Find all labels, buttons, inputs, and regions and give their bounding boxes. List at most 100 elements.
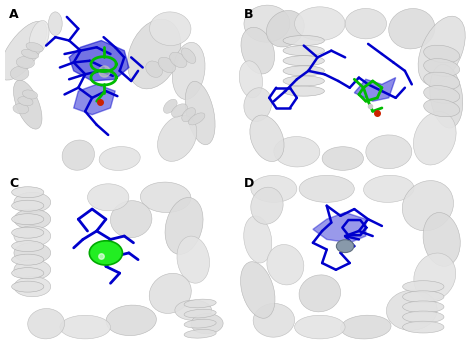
Ellipse shape xyxy=(386,290,437,330)
Ellipse shape xyxy=(402,291,444,303)
Ellipse shape xyxy=(250,115,284,161)
Ellipse shape xyxy=(146,61,163,77)
Ellipse shape xyxy=(62,140,94,170)
Ellipse shape xyxy=(341,315,391,339)
Ellipse shape xyxy=(244,216,272,263)
Ellipse shape xyxy=(424,58,460,76)
Ellipse shape xyxy=(414,253,456,300)
Ellipse shape xyxy=(191,314,223,334)
Ellipse shape xyxy=(184,319,216,328)
Ellipse shape xyxy=(158,57,175,73)
Ellipse shape xyxy=(12,227,44,238)
Ellipse shape xyxy=(184,330,216,338)
Ellipse shape xyxy=(283,45,324,56)
Ellipse shape xyxy=(12,268,44,279)
Ellipse shape xyxy=(12,200,44,211)
Circle shape xyxy=(337,240,354,252)
Ellipse shape xyxy=(99,147,140,170)
Ellipse shape xyxy=(294,315,345,339)
Ellipse shape xyxy=(140,182,191,213)
Ellipse shape xyxy=(128,19,181,89)
Polygon shape xyxy=(69,41,129,81)
Ellipse shape xyxy=(14,260,51,280)
Ellipse shape xyxy=(266,10,304,47)
Ellipse shape xyxy=(244,5,290,42)
Ellipse shape xyxy=(389,9,435,49)
Text: A: A xyxy=(9,9,19,21)
Ellipse shape xyxy=(423,213,460,266)
Ellipse shape xyxy=(26,43,43,52)
Ellipse shape xyxy=(165,197,203,254)
Ellipse shape xyxy=(18,97,33,106)
Ellipse shape xyxy=(241,27,274,74)
Ellipse shape xyxy=(418,16,465,85)
Ellipse shape xyxy=(14,226,51,246)
Ellipse shape xyxy=(424,86,460,103)
Circle shape xyxy=(89,241,122,265)
Ellipse shape xyxy=(175,300,211,320)
Ellipse shape xyxy=(402,301,444,313)
Ellipse shape xyxy=(430,64,463,128)
Ellipse shape xyxy=(106,305,156,336)
Ellipse shape xyxy=(283,35,324,45)
Ellipse shape xyxy=(283,86,324,96)
Ellipse shape xyxy=(88,184,129,211)
Ellipse shape xyxy=(244,88,272,121)
Ellipse shape xyxy=(299,275,341,312)
Ellipse shape xyxy=(251,175,297,202)
Ellipse shape xyxy=(22,90,37,99)
Ellipse shape xyxy=(185,81,215,145)
Ellipse shape xyxy=(12,281,44,292)
Ellipse shape xyxy=(150,12,191,45)
Text: C: C xyxy=(9,177,18,190)
Ellipse shape xyxy=(402,181,454,231)
Ellipse shape xyxy=(345,9,386,39)
Text: D: D xyxy=(244,177,254,190)
Ellipse shape xyxy=(13,104,29,114)
Ellipse shape xyxy=(172,104,187,117)
Ellipse shape xyxy=(27,309,64,339)
Ellipse shape xyxy=(413,111,456,165)
Ellipse shape xyxy=(184,309,216,318)
Ellipse shape xyxy=(13,80,42,129)
Ellipse shape xyxy=(239,61,263,98)
Ellipse shape xyxy=(10,66,29,80)
Ellipse shape xyxy=(283,66,324,76)
Ellipse shape xyxy=(283,76,324,86)
Ellipse shape xyxy=(12,241,44,252)
Ellipse shape xyxy=(14,243,51,263)
Ellipse shape xyxy=(184,299,216,308)
Ellipse shape xyxy=(251,187,283,224)
Text: B: B xyxy=(244,9,254,21)
Ellipse shape xyxy=(366,135,412,169)
Ellipse shape xyxy=(402,281,444,292)
Polygon shape xyxy=(313,213,366,243)
Ellipse shape xyxy=(402,311,444,323)
Ellipse shape xyxy=(12,187,44,198)
Ellipse shape xyxy=(424,45,460,63)
Ellipse shape xyxy=(14,209,51,229)
Polygon shape xyxy=(73,84,115,115)
Polygon shape xyxy=(354,78,396,101)
Ellipse shape xyxy=(424,99,460,117)
Ellipse shape xyxy=(149,273,191,313)
Ellipse shape xyxy=(12,254,44,265)
Ellipse shape xyxy=(322,147,364,170)
Ellipse shape xyxy=(182,108,195,122)
Ellipse shape xyxy=(48,12,62,35)
Ellipse shape xyxy=(274,137,320,167)
Ellipse shape xyxy=(110,201,152,238)
Ellipse shape xyxy=(157,115,197,161)
Ellipse shape xyxy=(0,21,46,80)
Ellipse shape xyxy=(14,277,51,297)
Ellipse shape xyxy=(16,56,35,68)
Ellipse shape xyxy=(402,321,444,333)
Ellipse shape xyxy=(299,175,355,202)
Ellipse shape xyxy=(21,49,39,59)
Ellipse shape xyxy=(253,303,294,337)
Ellipse shape xyxy=(267,245,304,285)
Ellipse shape xyxy=(29,21,49,54)
Ellipse shape xyxy=(294,7,345,41)
Ellipse shape xyxy=(182,48,196,63)
Ellipse shape xyxy=(283,56,324,66)
